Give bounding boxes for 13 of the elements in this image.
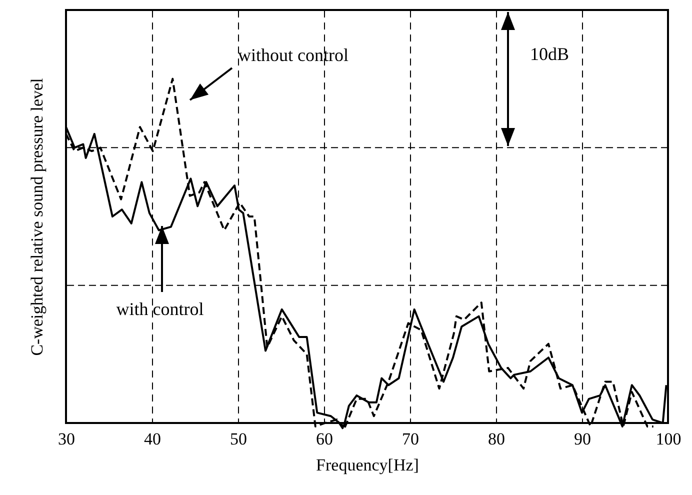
x-tick-label: 90 — [574, 430, 591, 448]
x-tick-label: 50 — [230, 430, 247, 448]
x-tick-label: 80 — [488, 430, 505, 448]
text: with control — [116, 299, 204, 319]
x-axis-title: Frequency[Hz] — [316, 456, 419, 474]
x-tick-label: 70 — [402, 430, 419, 448]
text: 10dB — [530, 44, 570, 64]
x-tick-label: 60 — [316, 430, 333, 448]
x-tick-label: 30 — [58, 430, 75, 448]
text: without control — [238, 45, 348, 65]
x-tick-label: 40 — [144, 430, 161, 448]
y-axis-title: C-weighted relative sound pressure level — [28, 78, 46, 356]
x-tick-label: 100 — [656, 430, 682, 448]
